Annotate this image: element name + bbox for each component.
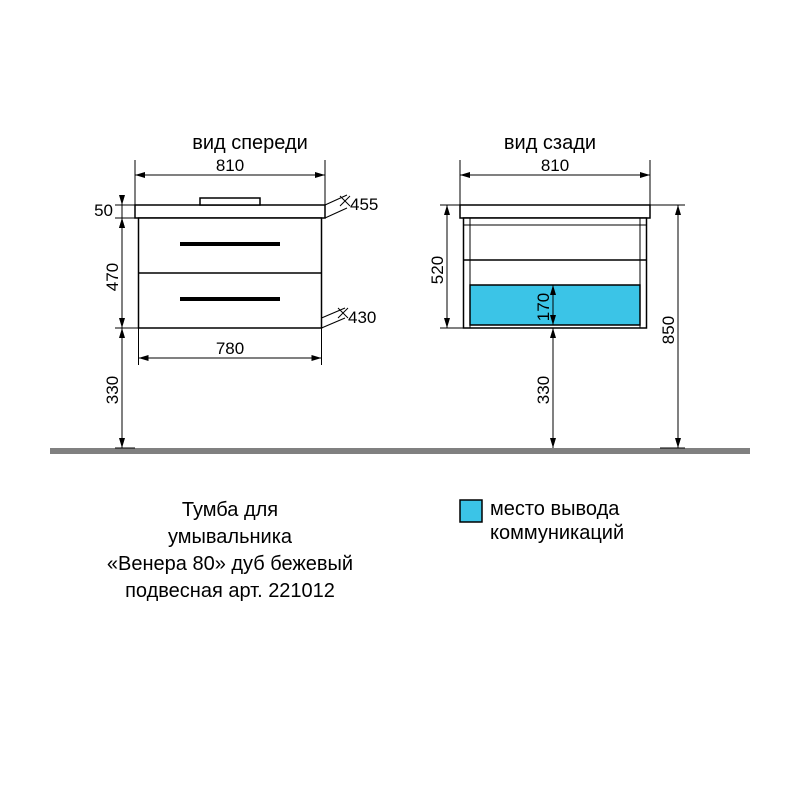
dim-front-50: 50: [94, 195, 135, 228]
desc-line4: подвесная арт. 221012: [90, 578, 370, 605]
front-view: 810 455 50 470: [94, 156, 378, 448]
product-description: Тумба для умывальника «Венера 80» дуб бе…: [90, 497, 370, 605]
dim-rear-850: 850: [650, 205, 685, 448]
svg-text:470: 470: [103, 263, 122, 291]
diagram-svg: 810 455 50 470: [0, 0, 800, 800]
legend-text: место вывода коммуникаций: [490, 497, 624, 545]
svg-text:430: 430: [348, 308, 376, 327]
rear-view: 810 520 170 330: [428, 156, 685, 448]
desc-line1: Тумба для: [90, 497, 370, 524]
svg-text:810: 810: [216, 156, 244, 175]
svg-text:780: 780: [216, 339, 244, 358]
svg-text:330: 330: [534, 376, 553, 404]
legend-line2: коммуникаций: [490, 521, 624, 545]
desc-line3: «Венера 80» дуб бежевый: [90, 551, 370, 578]
dim-front-gap: 330: [103, 328, 138, 448]
dim-rear-520: 520: [428, 205, 463, 328]
svg-text:455: 455: [350, 195, 378, 214]
legend-swatch: [460, 500, 482, 522]
rear-title: вид сзади: [450, 132, 650, 155]
dim-front-body-width: 780: [139, 328, 322, 365]
dim-rear-top-width: 810: [460, 156, 650, 205]
comm-area: [470, 285, 640, 325]
svg-text:810: 810: [541, 156, 569, 175]
svg-text:50: 50: [94, 201, 113, 220]
floor-line: [50, 448, 750, 454]
front-title: вид спереди: [130, 132, 370, 155]
dim-rear-gap: 330: [534, 328, 556, 448]
svg-text:520: 520: [428, 256, 447, 284]
dim-front-top-depth: 455: [325, 195, 378, 218]
svg-text:850: 850: [659, 316, 678, 344]
svg-text:170: 170: [534, 293, 553, 321]
dim-front-body-depth: 430: [322, 308, 377, 328]
desc-line2: умывальника: [90, 524, 370, 551]
svg-text:330: 330: [103, 376, 122, 404]
legend-line1: место вывода: [490, 497, 624, 521]
dim-front-body-height: 470: [103, 218, 138, 328]
